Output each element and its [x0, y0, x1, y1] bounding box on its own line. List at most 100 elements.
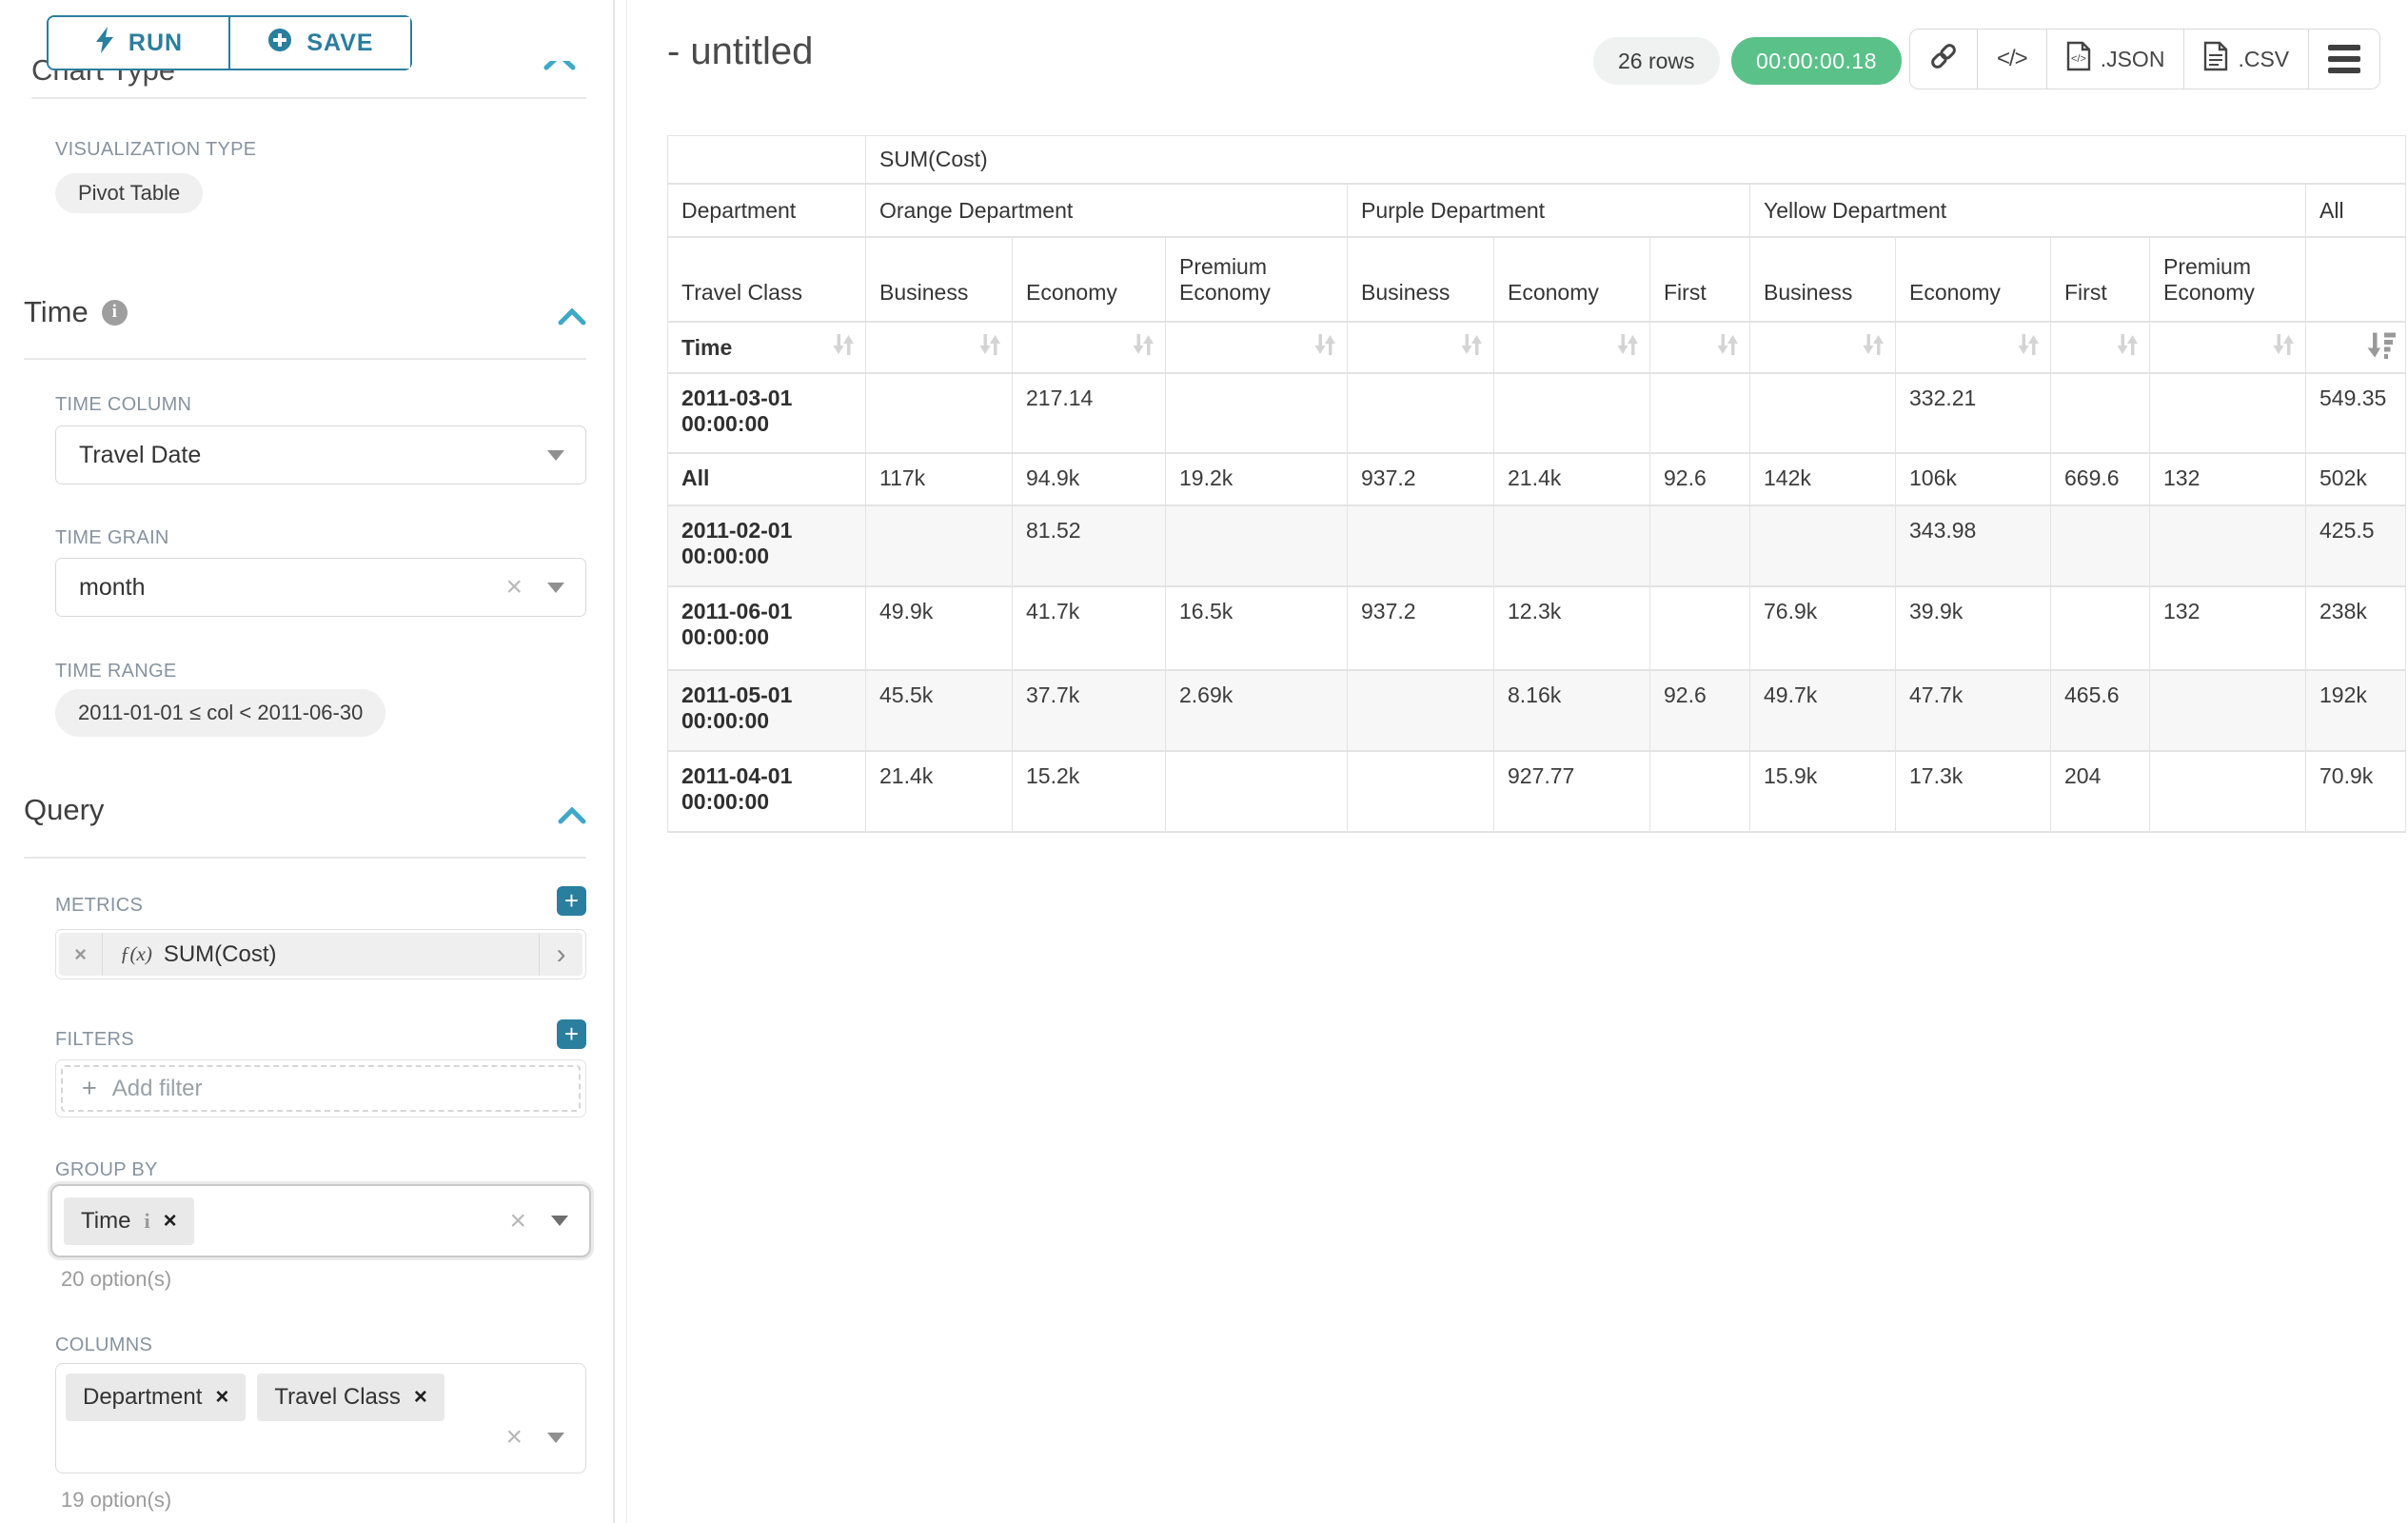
- pivot-cell: 47.7k: [1896, 671, 2051, 752]
- chart-type-collapse-chevron-icon[interactable]: [541, 61, 582, 73]
- remove-chip-icon[interactable]: ×: [215, 1384, 229, 1410]
- sort-toggle-icon[interactable]: [1311, 330, 1339, 365]
- class-header: Premium Economy: [2150, 238, 2306, 323]
- save-button-label: SAVE: [306, 29, 374, 56]
- add-filter-label: Add filter: [111, 1075, 203, 1101]
- view-query-button[interactable]: </>: [1977, 30, 2046, 89]
- class-header: Economy: [1896, 238, 2051, 323]
- sort-toggle-icon[interactable]: [1129, 330, 1157, 365]
- dept-group-header: All: [2306, 185, 2407, 238]
- pivot-cell: 37.7k: [1013, 671, 1166, 752]
- sort-toggle-icon[interactable]: [829, 330, 858, 365]
- pivot-cell: [1348, 671, 1494, 752]
- chart-title[interactable]: - untitled: [667, 30, 814, 72]
- class-header: Business: [1348, 238, 1494, 323]
- dept-group-header: Purple Department: [1348, 185, 1750, 238]
- time-grain-select[interactable]: month ×: [55, 558, 586, 617]
- metric-chip[interactable]: × ƒ(x) SUM(Cost) ›: [59, 933, 582, 976]
- copy-link-button[interactable]: [1910, 30, 1977, 89]
- pivot-cell: [1348, 752, 1494, 833]
- table-row: 2011-04-01 00:00:00 21.4k 15.2k 927.77 15.9k…: [667, 752, 2407, 833]
- sort-toggle-icon[interactable]: [1457, 330, 1486, 365]
- sort-toggle-icon[interactable]: [1613, 330, 1642, 365]
- time-range-pill[interactable]: 2011-01-01 ≤ col < 2011-06-30: [55, 689, 386, 737]
- chevron-down-icon: [551, 1216, 568, 1226]
- class-header: Economy: [1013, 238, 1166, 323]
- export-csv-button[interactable]: .CSV: [2183, 30, 2309, 89]
- sort-toggle-icon[interactable]: [2113, 330, 2142, 365]
- export-csv-label: .CSV: [2238, 46, 2290, 71]
- sortable-column-header: [1750, 323, 1896, 374]
- query-collapse-chevron-icon[interactable]: [557, 805, 587, 831]
- code-icon: </>: [1997, 46, 2028, 71]
- remove-chip-icon[interactable]: ×: [163, 1207, 177, 1234]
- remove-chip-icon[interactable]: ×: [413, 1384, 427, 1410]
- plus-circle-icon: [266, 27, 293, 60]
- dimension-chip[interactable]: Travel Class ×: [257, 1374, 444, 1421]
- pivot-cell: 937.2: [1348, 454, 1494, 506]
- pivot-cell: 16.5k: [1166, 587, 1348, 671]
- chevron-right-icon[interactable]: ›: [539, 933, 582, 976]
- pivot-cell: 15.9k: [1750, 752, 1896, 833]
- panel-divider[interactable]: [626, 0, 627, 1523]
- columns-select[interactable]: Department × Travel Class × ×: [55, 1363, 586, 1474]
- clear-icon[interactable]: ×: [505, 1421, 523, 1453]
- remove-metric-icon[interactable]: ×: [59, 933, 103, 976]
- sort-toggle-icon[interactable]: [2269, 330, 2298, 365]
- time-dimension-header: Time: [667, 323, 866, 374]
- query-timer-badge: 00:00:00.18: [1731, 37, 1903, 85]
- pivot-cell: 106k: [1896, 454, 2051, 506]
- pivot-cell: 17.3k: [1896, 752, 2051, 833]
- dept-group-header: Yellow Department: [1750, 185, 2306, 238]
- sort-toggle-icon[interactable]: [1859, 330, 1887, 365]
- pivot-cell: 217.14: [1013, 374, 1166, 454]
- time-collapse-chevron-icon[interactable]: [557, 307, 587, 332]
- chip-label: Travel Class: [274, 1384, 401, 1410]
- clear-icon[interactable]: ×: [509, 1204, 526, 1236]
- row-label: 2011-05-01 00:00:00: [667, 671, 866, 752]
- sort-descending-icon[interactable]: [2366, 329, 2398, 366]
- filters-control: + Add filter: [55, 1059, 586, 1118]
- pivot-cell: [1650, 752, 1750, 833]
- info-icon: i: [101, 299, 128, 326]
- divider: [24, 857, 586, 859]
- sortable-column-header: [866, 323, 1013, 374]
- divider: [24, 358, 586, 360]
- pivot-cell: 117k: [866, 454, 1013, 506]
- visualization-type-label: VISUALIZATION TYPE: [55, 139, 257, 160]
- chevron-down-icon: [547, 1432, 564, 1443]
- pivot-table-container: SUM(Cost) Department Orange Department Purp…: [667, 135, 2407, 833]
- sort-toggle-icon[interactable]: [1713, 330, 1742, 365]
- visualization-type-pill[interactable]: Pivot Table: [55, 173, 204, 213]
- pivot-cell: [1166, 506, 1348, 587]
- metrics-control: × ƒ(x) SUM(Cost) ›: [55, 929, 586, 979]
- export-json-button[interactable]: </> .JSON: [2045, 30, 2184, 89]
- pivot-cell: [2051, 374, 2150, 454]
- run-button-label: RUN: [128, 29, 184, 56]
- save-button[interactable]: SAVE: [230, 17, 410, 69]
- add-filter-button[interactable]: + Add filter: [61, 1065, 581, 1112]
- pivot-cell: 41.7k: [1013, 587, 1166, 671]
- class-header: First: [2051, 238, 2150, 323]
- clear-icon[interactable]: ×: [505, 571, 523, 603]
- pivot-cell: 425.5: [2306, 506, 2407, 587]
- add-filter-plus-button[interactable]: +: [557, 1019, 586, 1049]
- time-column-select[interactable]: Travel Date: [55, 425, 586, 485]
- group-by-select[interactable]: Time i × ×: [50, 1184, 591, 1257]
- sortable-column-header: [2150, 323, 2306, 374]
- menu-button[interactable]: [2308, 30, 2380, 89]
- lightning-icon: [94, 26, 115, 61]
- row-label: 2011-04-01 00:00:00: [667, 752, 866, 833]
- add-metric-button[interactable]: +: [557, 886, 586, 916]
- dimension-chip[interactable]: Department ×: [66, 1374, 247, 1421]
- pivot-cell: [2150, 671, 2306, 752]
- pivot-cell: [1166, 374, 1348, 454]
- dimension-chip[interactable]: Time i ×: [64, 1197, 194, 1245]
- pivot-cell: 2.69k: [1166, 671, 1348, 752]
- sort-toggle-icon[interactable]: [2014, 330, 2043, 365]
- pivot-cell: 81.52: [1013, 506, 1166, 587]
- group-by-options-note: 20 option(s): [61, 1267, 172, 1291]
- sort-toggle-icon[interactable]: [976, 330, 1004, 365]
- run-button[interactable]: RUN: [49, 17, 230, 69]
- export-json-label: .JSON: [2100, 46, 2165, 71]
